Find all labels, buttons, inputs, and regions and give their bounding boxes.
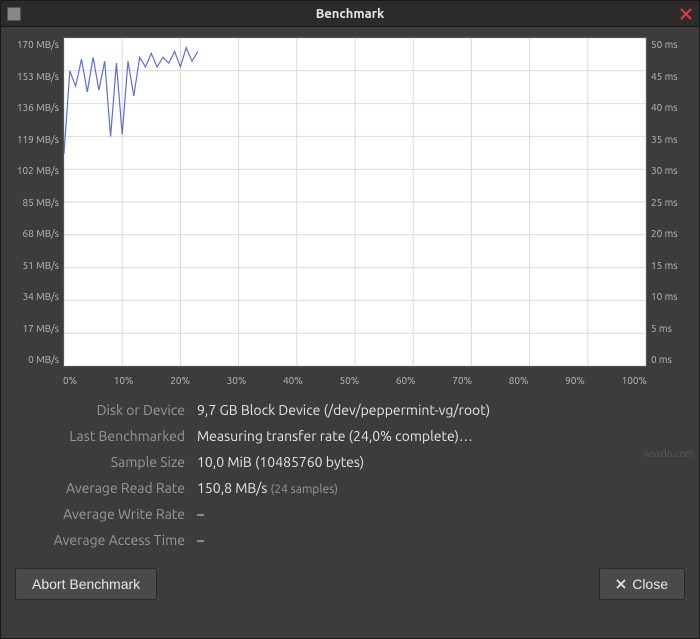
- x-tick: 0%: [63, 375, 77, 386]
- dialog-footer: Abort Benchmark Close: [15, 568, 685, 614]
- y-right-tick: 45 ms: [651, 71, 685, 82]
- y-right-tick: 30 ms: [651, 165, 685, 176]
- y-right-tick: 20 ms: [651, 228, 685, 239]
- benchmark-chart: 170 MB/s 153 MB/s 136 MB/s 119 MB/s 102 MB/s…: [15, 37, 685, 367]
- watermark: wsxdn.com: [644, 448, 694, 459]
- y-right-tick: 35 ms: [651, 134, 685, 145]
- y-left-tick: 68 MB/s: [15, 228, 59, 239]
- avg-read-samples: (24 samples): [271, 483, 338, 496]
- info-grid: Disk or Device 9,7 GB Block Device (/dev…: [15, 402, 685, 548]
- avg-access-label: Average Access Time: [15, 532, 185, 548]
- avg-read-number: 150,8 MB/s: [197, 480, 267, 496]
- y-right-tick: 40 ms: [651, 102, 685, 113]
- close-label: Close: [632, 576, 668, 592]
- y-right-tick: 5 ms: [651, 323, 685, 334]
- abort-benchmark-button[interactable]: Abort Benchmark: [15, 568, 157, 600]
- y-left-tick: 34 MB/s: [15, 291, 59, 302]
- avg-access-value: –: [197, 532, 685, 548]
- y-left-tick: 17 MB/s: [15, 323, 59, 334]
- y-right-tick: 25 ms: [651, 197, 685, 208]
- y-left-tick: 85 MB/s: [15, 197, 59, 208]
- abort-label: Abort Benchmark: [32, 576, 140, 592]
- sample-size-label: Sample Size: [15, 454, 185, 470]
- close-icon[interactable]: [677, 5, 695, 23]
- avg-read-label: Average Read Rate: [15, 480, 185, 496]
- y-right-tick: 50 ms: [651, 39, 685, 50]
- y-left-tick: 153 MB/s: [15, 71, 59, 82]
- y-axis-left: 170 MB/s 153 MB/s 136 MB/s 119 MB/s 102 MB/s…: [15, 37, 63, 367]
- chart-plot-area: [63, 37, 647, 367]
- x-tick: 90%: [565, 375, 585, 386]
- x-tick: 20%: [170, 375, 190, 386]
- avg-write-label: Average Write Rate: [15, 506, 185, 522]
- window-title: Benchmark: [1, 7, 699, 21]
- y-axis-right: 50 ms 45 ms 40 ms 35 ms 30 ms 25 ms 20 ms 15 ms…: [647, 37, 685, 367]
- titlebar: Benchmark: [1, 1, 699, 27]
- sample-size-value: 10,0 MiB (10485760 bytes): [197, 454, 685, 470]
- y-left-tick: 136 MB/s: [15, 102, 59, 113]
- close-x-icon: [616, 576, 626, 592]
- x-tick: 100%: [622, 375, 647, 386]
- avg-write-value: –: [197, 506, 685, 522]
- y-left-tick: 170 MB/s: [15, 39, 59, 50]
- x-tick: 30%: [227, 375, 247, 386]
- x-axis: 0% 10% 20% 30% 40% 50% 60% 70% 80% 90% 100%: [63, 373, 647, 386]
- x-tick: 50%: [339, 375, 359, 386]
- y-left-tick: 102 MB/s: [15, 165, 59, 176]
- y-right-tick: 15 ms: [651, 260, 685, 271]
- disk-label: Disk or Device: [15, 402, 185, 418]
- x-tick: 10%: [114, 375, 134, 386]
- y-right-tick: 10 ms: [651, 291, 685, 302]
- y-left-tick: 51 MB/s: [15, 260, 59, 271]
- last-benchmarked-label: Last Benchmarked: [15, 428, 185, 444]
- x-tick: 40%: [283, 375, 303, 386]
- close-button[interactable]: Close: [599, 568, 685, 600]
- last-benchmarked-value: Measuring transfer rate (24,0% complete)…: [197, 428, 685, 444]
- y-left-tick: 0 MB/s: [15, 354, 59, 365]
- x-tick: 60%: [396, 375, 416, 386]
- y-left-tick: 119 MB/s: [15, 134, 59, 145]
- x-tick: 70%: [452, 375, 472, 386]
- disk-value: 9,7 GB Block Device (/dev/peppermint-vg/…: [197, 402, 685, 418]
- x-tick: 80%: [509, 375, 529, 386]
- y-right-tick: 0 ms: [651, 354, 685, 365]
- avg-read-value: 150,8 MB/s (24 samples): [197, 480, 685, 496]
